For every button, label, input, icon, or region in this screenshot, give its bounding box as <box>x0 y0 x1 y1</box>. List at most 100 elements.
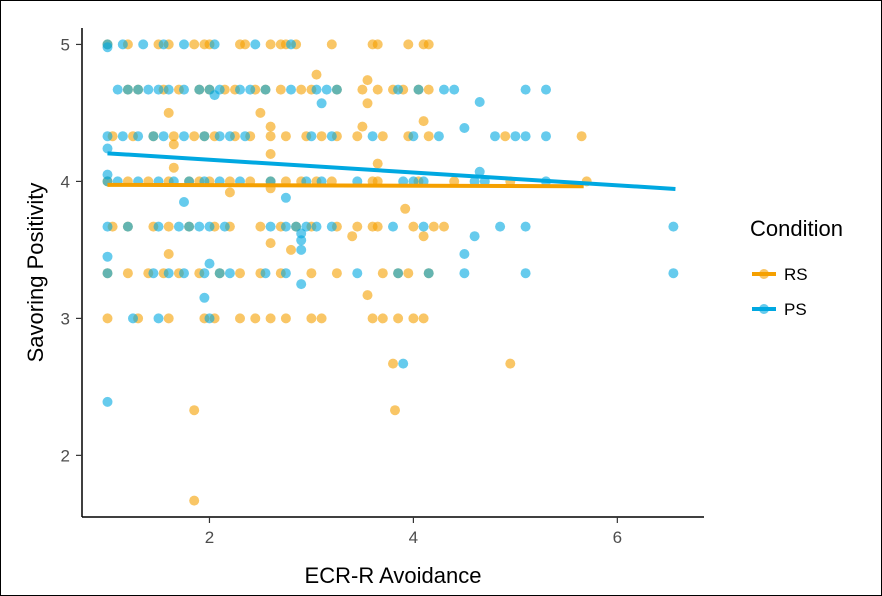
point-ps <box>331 84 342 95</box>
point-rs <box>367 313 378 324</box>
point-ps <box>510 131 521 142</box>
point-ps <box>235 84 245 95</box>
point-ps <box>179 197 189 207</box>
point-ps <box>520 84 531 95</box>
point-rs <box>250 313 261 324</box>
point-rs <box>377 268 388 279</box>
point-rs <box>576 131 587 142</box>
point-rs <box>168 131 179 142</box>
point-ps <box>158 131 169 142</box>
point-ps <box>311 84 322 95</box>
legend-items: RS PS <box>752 265 808 319</box>
point-ps <box>133 84 144 95</box>
point-rs <box>362 290 373 301</box>
point-ps <box>459 249 470 259</box>
point-rs <box>500 131 511 142</box>
point-ps <box>495 221 506 232</box>
point-ps <box>179 268 189 279</box>
point-rs <box>400 203 411 214</box>
point-ps <box>668 221 679 232</box>
point-ps <box>469 231 480 242</box>
legend: Condition RS PS <box>750 216 843 319</box>
point-rs <box>265 131 276 142</box>
point-ps <box>204 258 215 269</box>
point-rs <box>280 131 291 142</box>
point-rs <box>428 221 439 232</box>
point-ps <box>296 235 307 246</box>
point-ps <box>260 268 271 279</box>
legend-label: RS <box>784 265 808 284</box>
y-tick-label: 5 <box>61 35 70 54</box>
point-ps <box>158 39 169 50</box>
point-ps <box>224 131 235 142</box>
point-rs <box>189 405 200 416</box>
point-ps <box>148 268 159 279</box>
point-ps <box>143 84 154 95</box>
point-ps <box>153 221 164 232</box>
point-ps <box>199 292 210 303</box>
point-ps <box>204 313 215 324</box>
y-axis-title: Savoring Positivity <box>23 183 48 363</box>
point-ps <box>199 131 210 142</box>
legend-item-ps: PS <box>752 300 807 319</box>
point-ps <box>520 221 531 232</box>
point-ps <box>102 131 113 142</box>
point-ps <box>388 221 398 232</box>
point-rs <box>265 238 276 249</box>
point-ps <box>153 313 164 324</box>
point-rs <box>265 39 276 50</box>
point-ps <box>433 131 444 142</box>
x-tick-label: 4 <box>409 528 418 547</box>
point-rs <box>265 149 276 159</box>
point-ps <box>117 39 128 50</box>
point-ps <box>459 123 470 133</box>
point-ps <box>102 268 113 279</box>
point-ps <box>245 84 256 95</box>
point-ps <box>306 131 317 142</box>
point-ps <box>423 268 434 279</box>
point-rs <box>316 313 327 324</box>
x-axis-ticks: 2 4 6 <box>205 517 622 547</box>
point-rs <box>255 107 266 118</box>
point-ps <box>102 143 113 154</box>
point-ps <box>163 84 174 95</box>
point-rs <box>168 139 179 150</box>
point-rs <box>357 84 368 95</box>
point-rs <box>286 244 296 255</box>
point-rs <box>189 39 200 50</box>
point-rs <box>408 313 419 324</box>
legend-key-point <box>759 304 769 314</box>
point-rs <box>306 313 317 324</box>
point-ps <box>668 268 679 279</box>
point-ps <box>449 84 460 95</box>
point-rs <box>388 358 398 369</box>
point-ps <box>393 268 404 279</box>
point-rs <box>418 116 429 127</box>
point-rs <box>362 98 373 109</box>
point-ps <box>311 221 322 232</box>
trend-line-ps <box>107 151 676 191</box>
point-rs <box>326 39 337 50</box>
point-ps <box>296 279 307 290</box>
point-rs <box>418 231 429 242</box>
points-layer <box>102 39 679 506</box>
point-ps <box>219 221 230 232</box>
point-rs <box>403 268 414 279</box>
point-rs <box>306 268 317 279</box>
point-rs <box>168 162 179 173</box>
point-rs <box>403 39 414 50</box>
point-ps <box>224 268 235 279</box>
point-ps <box>520 131 531 142</box>
point-ps <box>194 221 205 232</box>
point-ps <box>280 192 291 203</box>
point-rs <box>372 84 383 95</box>
point-rs <box>505 358 516 369</box>
point-rs <box>255 221 266 232</box>
point-ps <box>214 131 225 142</box>
point-rs <box>163 313 174 324</box>
point-ps <box>179 39 189 50</box>
point-ps <box>316 98 327 109</box>
point-rs <box>311 69 322 80</box>
point-ps <box>209 39 220 50</box>
